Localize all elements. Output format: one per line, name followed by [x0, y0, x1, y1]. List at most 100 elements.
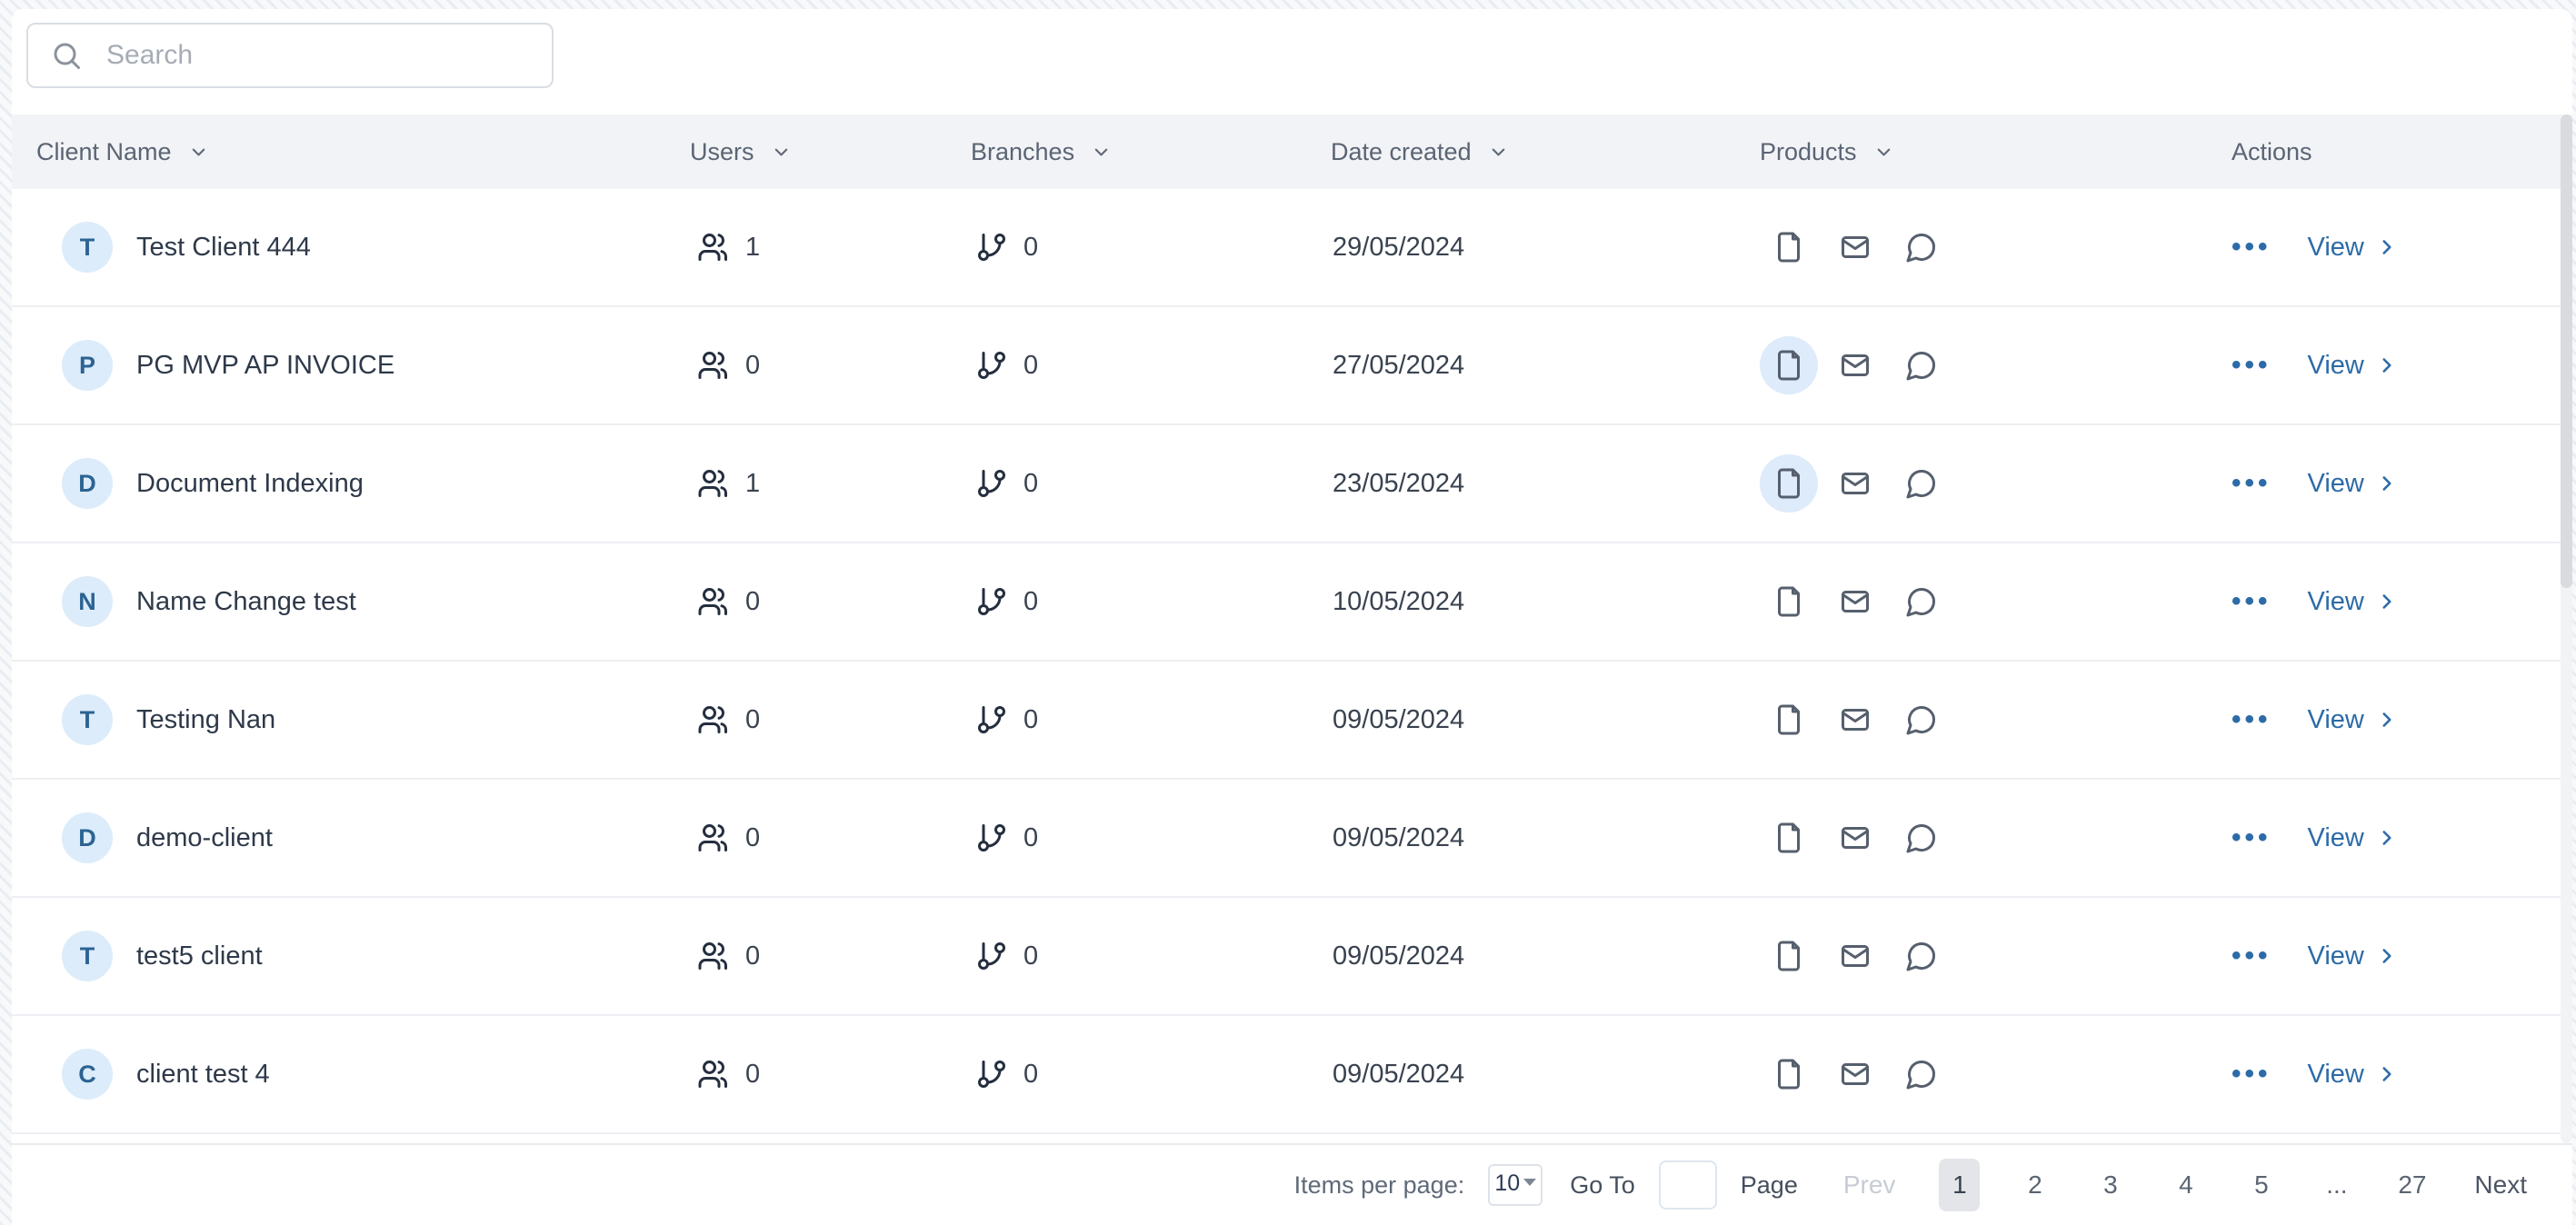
view-link[interactable]: View: [2308, 587, 2399, 617]
chat-icon-button[interactable]: [1892, 336, 1951, 394]
document-icon-button[interactable]: [1760, 454, 1818, 513]
avatar: D: [62, 812, 113, 863]
more-actions-button[interactable]: •••: [2232, 468, 2271, 498]
column-header-actions: Actions: [2232, 138, 2572, 166]
avatar-initial: T: [79, 705, 95, 733]
mail-icon-button[interactable]: [1826, 927, 1884, 985]
client-name: Test Client 444: [136, 232, 311, 262]
date-created: 29/05/2024: [1333, 232, 1465, 262]
vertical-scrollbar[interactable]: [2561, 115, 2572, 1143]
branches-count: 0: [1023, 350, 1039, 380]
chat-icon: [1906, 941, 1936, 971]
page-number-3[interactable]: 3: [2103, 1170, 2118, 1199]
more-actions-button[interactable]: •••: [2232, 586, 2271, 616]
git-branch-icon: [978, 942, 1005, 970]
chat-icon-button[interactable]: [1892, 218, 1951, 276]
next-page-button[interactable]: Next: [2474, 1170, 2527, 1199]
users-count: 1: [745, 468, 761, 498]
chat-icon-button[interactable]: [1892, 1045, 1951, 1103]
document-icon-button[interactable]: [1760, 218, 1818, 276]
chat-icon-button[interactable]: [1892, 809, 1951, 867]
mail-icon-button[interactable]: [1826, 691, 1884, 749]
more-actions-button[interactable]: •••: [2232, 232, 2271, 262]
prev-page-button[interactable]: Prev: [1842, 1170, 1896, 1199]
client-cell: T Test Client 444: [36, 222, 690, 273]
chat-icon-button[interactable]: [1892, 454, 1951, 513]
column-label: Actions: [2232, 137, 2312, 165]
mail-icon-button[interactable]: [1826, 1045, 1884, 1103]
date-created: 09/05/2024: [1333, 704, 1465, 734]
mail-icon-button[interactable]: [1826, 809, 1884, 867]
document-icon-button[interactable]: [1760, 573, 1818, 631]
more-actions-button[interactable]: •••: [2232, 704, 2271, 734]
chat-icon-button[interactable]: [1892, 927, 1951, 985]
branches-count: 0: [1023, 704, 1039, 734]
mail-icon-button[interactable]: [1826, 336, 1884, 394]
branches-cell: 0: [971, 1058, 1331, 1091]
mail-icon-button[interactable]: [1826, 218, 1884, 276]
client-name: PG MVP AP INVOICE: [136, 350, 395, 380]
mail-icon: [1842, 236, 1869, 258]
page-ellipsis[interactable]: ...: [2326, 1170, 2348, 1199]
more-actions-button[interactable]: •••: [2232, 1059, 2271, 1089]
page-number-1[interactable]: 1: [1939, 1159, 1981, 1211]
client-cell: D Document Indexing: [36, 458, 690, 509]
column-header-users[interactable]: Users: [690, 138, 971, 166]
view-link[interactable]: View: [2308, 351, 2399, 381]
search-input[interactable]: [106, 40, 534, 71]
view-link[interactable]: View: [2308, 469, 2399, 499]
page-number-27[interactable]: 27: [2398, 1170, 2427, 1199]
branches-count: 0: [1023, 586, 1039, 616]
chat-icon-button[interactable]: [1892, 573, 1951, 631]
git-branch-icon: [978, 470, 1005, 497]
client-cell: N Name Change test: [36, 576, 690, 627]
products-cell: [1760, 809, 2232, 867]
branches-count: 0: [1023, 941, 1039, 971]
chat-icon: [1906, 1060, 1936, 1090]
users-icon: [698, 1061, 727, 1088]
view-link[interactable]: View: [2308, 823, 2399, 853]
view-link[interactable]: View: [2308, 1060, 2399, 1090]
document-icon-button[interactable]: [1760, 927, 1818, 985]
chat-icon-button[interactable]: [1892, 691, 1951, 749]
avatar: P: [62, 340, 113, 391]
view-link[interactable]: View: [2308, 233, 2399, 263]
client-cell: D demo-client: [36, 812, 690, 863]
more-actions-button[interactable]: •••: [2232, 350, 2271, 380]
avatar: T: [62, 931, 113, 981]
chat-icon: [1906, 233, 1936, 263]
document-icon-button[interactable]: [1760, 336, 1818, 394]
git-branch-icon: [978, 588, 1005, 615]
document-icon: [1778, 1059, 1800, 1090]
column-header-branches[interactable]: Branches: [971, 138, 1331, 166]
document-icon-button[interactable]: [1760, 691, 1818, 749]
mail-icon-button[interactable]: [1826, 454, 1884, 513]
document-icon-button[interactable]: [1760, 1045, 1818, 1103]
column-header-client-name[interactable]: Client Name: [36, 138, 690, 166]
mail-icon-button[interactable]: [1826, 573, 1884, 631]
page-number-4[interactable]: 4: [2179, 1170, 2193, 1199]
products-cell: [1760, 691, 2232, 749]
more-actions-button[interactable]: •••: [2232, 941, 2271, 971]
document-icon-button[interactable]: [1760, 809, 1818, 867]
mail-icon: [1842, 945, 1869, 967]
branches-count: 0: [1023, 822, 1039, 852]
users-cell: 0: [690, 1058, 971, 1091]
page-number-5[interactable]: 5: [2254, 1170, 2269, 1199]
chat-icon: [1906, 823, 1936, 853]
column-header-products[interactable]: Products: [1760, 138, 2232, 166]
view-link[interactable]: View: [2308, 941, 2399, 971]
branches-count: 0: [1023, 1059, 1039, 1089]
more-actions-button[interactable]: •••: [2232, 822, 2271, 852]
search-box: [26, 23, 554, 88]
page-number-2[interactable]: 2: [2028, 1170, 2042, 1199]
users-icon: [698, 234, 727, 261]
view-link[interactable]: View: [2308, 705, 2399, 735]
column-header-date-created[interactable]: Date created: [1331, 138, 1760, 166]
scrollbar-thumb[interactable]: [2561, 115, 2572, 588]
items-per-page-select[interactable]: 10: [1488, 1164, 1543, 1206]
goto-page-input[interactable]: [1658, 1160, 1717, 1210]
client-name: Testing Nan: [136, 704, 276, 734]
avatar-initial: C: [78, 1060, 96, 1088]
